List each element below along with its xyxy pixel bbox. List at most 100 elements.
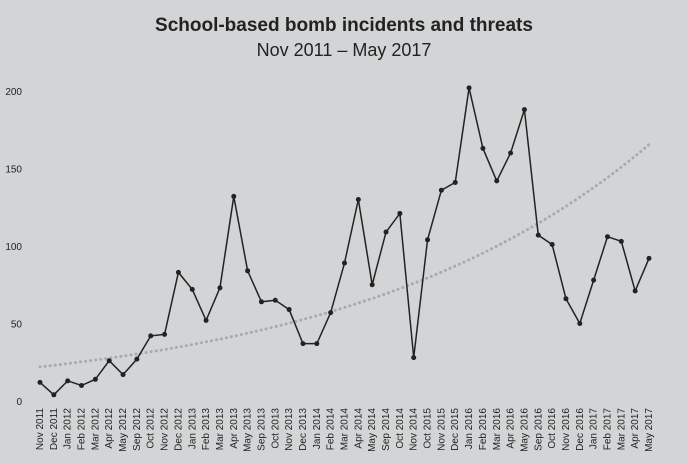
- x-tick-label: Oct 2016: [547, 408, 558, 449]
- x-tick-label: Mar 2014: [340, 408, 351, 451]
- x-tick-label: Feb 2017: [602, 408, 613, 451]
- y-tick-label: 150: [5, 165, 22, 176]
- data-point: [577, 321, 583, 326]
- data-point: [452, 179, 458, 185]
- data-point: [438, 187, 444, 193]
- data-point: [563, 296, 569, 302]
- x-tick-label: Mar 2013: [215, 408, 226, 451]
- x-tick-label: Jan 2016: [464, 408, 475, 450]
- x-tick-label: Oct 2014: [395, 408, 406, 449]
- x-tick-label: May 2012: [118, 408, 129, 452]
- x-tick-label: May 2016: [519, 408, 530, 452]
- data-point: [521, 107, 527, 113]
- x-tick-label: Mar 2017: [616, 408, 627, 451]
- trend-line: [38, 143, 651, 369]
- data-point: [120, 372, 126, 378]
- data-point: [217, 285, 223, 291]
- data-point: [411, 355, 417, 361]
- x-tick-label: Nov 2012: [160, 408, 171, 451]
- y-tick-label: 200: [5, 87, 22, 98]
- x-tick-label: May 2014: [367, 408, 378, 452]
- data-point: [258, 299, 264, 305]
- data-point: [189, 286, 195, 292]
- data-point: [604, 234, 610, 240]
- data-line: [39, 87, 650, 396]
- data-point: [51, 392, 57, 398]
- x-tick-label: May 2017: [644, 408, 655, 452]
- x-tick-label: Mar 2016: [492, 408, 503, 451]
- data-point: [245, 268, 251, 274]
- x-tick-label: Nov 2016: [561, 408, 572, 451]
- x-tick-label: Jan 2012: [63, 408, 74, 450]
- data-point: [134, 356, 140, 362]
- x-tick-label: May 2013: [243, 408, 254, 452]
- data-point: [369, 282, 375, 288]
- data-point: [175, 269, 181, 275]
- data-point: [65, 378, 71, 384]
- x-tick-label: Nov 2013: [284, 408, 295, 451]
- data-point: [37, 379, 43, 385]
- x-tick-label: Oct 2012: [146, 408, 157, 449]
- y-tick-label: 50: [11, 320, 23, 331]
- x-tick-label: Jan 2014: [312, 408, 323, 450]
- x-tick-label: Apr 2013: [229, 408, 240, 449]
- data-point: [508, 150, 514, 156]
- data-point: [300, 341, 306, 347]
- data-point: [549, 241, 555, 247]
- x-tick-label: Feb 2016: [478, 408, 489, 451]
- x-tick-label: Nov 2015: [436, 408, 447, 451]
- data-point: [162, 331, 168, 337]
- x-tick-label: Dec 2011: [49, 408, 60, 451]
- x-tick-label: Apr 2017: [630, 408, 641, 449]
- data-point: [203, 317, 209, 323]
- x-tick-label: Feb 2012: [77, 408, 88, 451]
- x-tick-label: Sep 2014: [381, 408, 392, 451]
- x-tick-label: Dec 2015: [450, 408, 461, 451]
- x-tick-label: Nov 2014: [409, 408, 420, 451]
- data-point: [466, 85, 472, 91]
- chart-title: School-based bomb incidents and threats: [155, 15, 533, 36]
- data-point: [397, 210, 403, 216]
- data-point: [494, 178, 500, 184]
- x-tick-label: Dec 2016: [575, 408, 586, 451]
- x-tick-label: Oct 2013: [270, 408, 281, 449]
- x-tick-label: Dec 2012: [173, 408, 184, 451]
- x-tick-label: Apr 2014: [353, 408, 364, 449]
- x-tick-label: Oct 2015: [423, 408, 434, 449]
- data-point: [632, 288, 638, 294]
- data-point: [231, 193, 237, 199]
- data-point: [355, 197, 361, 202]
- data-point: [425, 237, 431, 243]
- x-tick-label: Feb 2013: [201, 408, 212, 451]
- chart-subtitle: Nov 2011 – May 2017: [257, 40, 432, 60]
- data-point: [591, 277, 597, 283]
- x-tick-label: Jan 2017: [589, 408, 600, 450]
- y-tick-label: 100: [5, 242, 22, 253]
- data-point: [328, 310, 334, 316]
- data-point: [148, 333, 154, 339]
- data-point: [314, 341, 320, 347]
- data-point: [646, 255, 652, 261]
- data-point: [92, 376, 98, 382]
- x-tick-label: Mar 2012: [90, 408, 101, 451]
- x-tick-label: Feb 2014: [326, 408, 337, 451]
- x-tick-label: Apr 2016: [506, 408, 517, 449]
- x-tick-label: Nov 2011: [35, 408, 46, 451]
- data-point: [272, 297, 278, 303]
- x-tick-label: Sep 2016: [533, 408, 544, 451]
- data-point: [618, 238, 624, 244]
- x-tick-label: Dec 2013: [298, 408, 309, 451]
- x-tick-label: Sep 2013: [256, 408, 267, 451]
- y-tick-label: 0: [16, 397, 22, 408]
- data-point: [342, 260, 347, 266]
- data-point: [480, 145, 486, 151]
- data-point: [383, 229, 389, 235]
- data-point: [106, 358, 112, 364]
- data-point: [79, 383, 85, 388]
- data-point: [535, 232, 541, 238]
- data-point: [286, 307, 292, 313]
- x-tick-label: Jan 2013: [187, 408, 198, 450]
- x-tick-label: Sep 2012: [132, 408, 143, 451]
- x-tick-label: Apr 2012: [104, 408, 115, 449]
